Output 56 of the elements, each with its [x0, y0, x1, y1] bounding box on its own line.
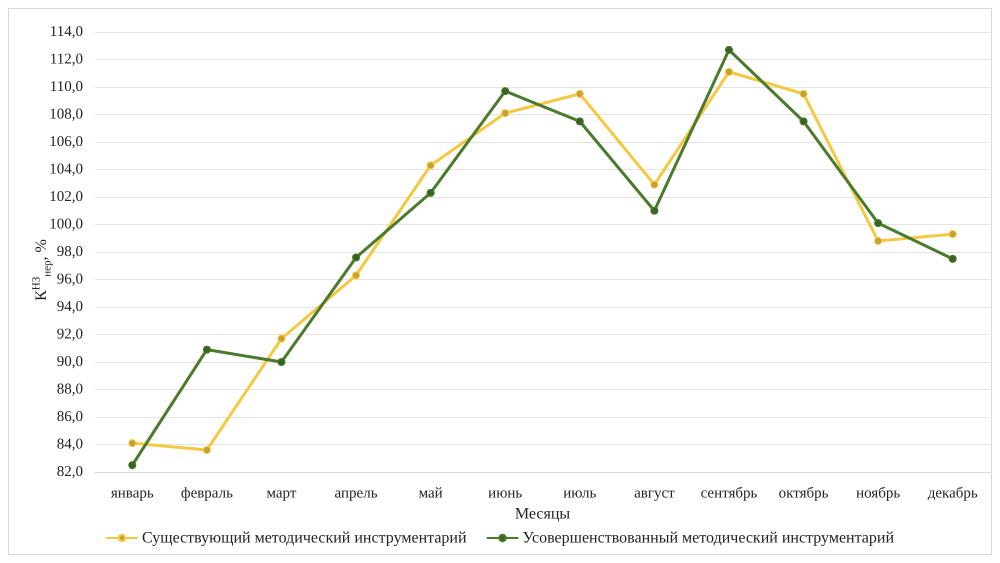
y-tick-label: 106,0	[49, 134, 83, 150]
y-tick-label: 86,0	[56, 409, 83, 425]
point	[948, 254, 957, 263]
point	[948, 230, 957, 238]
point	[277, 358, 286, 366]
y-tick-label: 82,0	[56, 464, 83, 480]
x-tick-label: ноябрь	[856, 486, 900, 502]
x-tick-label: октябрь	[778, 486, 829, 502]
point	[650, 206, 658, 215]
point	[724, 68, 733, 76]
x-tick-label: декабрь	[928, 486, 978, 502]
y-tick-label: 84,0	[56, 436, 83, 452]
point	[352, 254, 360, 262]
x-tick-label: июль	[563, 486, 597, 502]
point	[128, 439, 136, 448]
point	[576, 117, 584, 126]
y-tick-label: 102,0	[49, 189, 83, 205]
point	[501, 87, 510, 96]
point	[650, 180, 658, 189]
y-tick-label: 98,0	[56, 244, 83, 260]
point	[501, 109, 510, 118]
x-tick-label: апрель	[334, 486, 378, 502]
y-tick-label: 104,0	[49, 162, 83, 178]
y-tick-label: 94,0	[56, 299, 83, 315]
y-tick-label: 110,0	[50, 79, 83, 95]
x-tick-label: январь	[110, 486, 154, 502]
x-tick-label: май	[418, 486, 443, 502]
point	[277, 334, 286, 343]
legend-label: Существующий методический инструментарий	[142, 530, 467, 546]
x-tick-label: август	[634, 486, 676, 502]
point	[202, 446, 211, 454]
y-tick-label: 92,0	[56, 326, 83, 342]
y-tick-label: 108,0	[49, 106, 83, 122]
point	[426, 161, 435, 170]
y-tick-label: 90,0	[56, 354, 83, 370]
point	[874, 219, 882, 228]
point	[874, 237, 882, 245]
y-tick-label: 100,0	[49, 216, 83, 232]
point	[800, 117, 808, 126]
y-tick-label: 96,0	[56, 272, 83, 288]
point	[800, 90, 808, 98]
x-tick-label: июнь	[488, 486, 522, 502]
x-tick-label: сентябрь	[700, 486, 758, 502]
point	[352, 271, 360, 280]
point	[426, 188, 435, 197]
y-tick-label: 114,0	[50, 24, 83, 40]
x-tick-label: март	[266, 486, 297, 502]
point	[724, 46, 733, 54]
point	[128, 461, 136, 470]
point	[202, 346, 211, 354]
y-tick-label: 112,0	[50, 52, 83, 68]
point	[576, 90, 584, 98]
x-tick-label: февраль	[180, 486, 234, 502]
legend-label: Усовершенствованный методический инструментарий	[522, 530, 894, 546]
x-axis-title: Месяцы	[514, 506, 570, 522]
y-tick-label: 88,0	[56, 382, 83, 398]
